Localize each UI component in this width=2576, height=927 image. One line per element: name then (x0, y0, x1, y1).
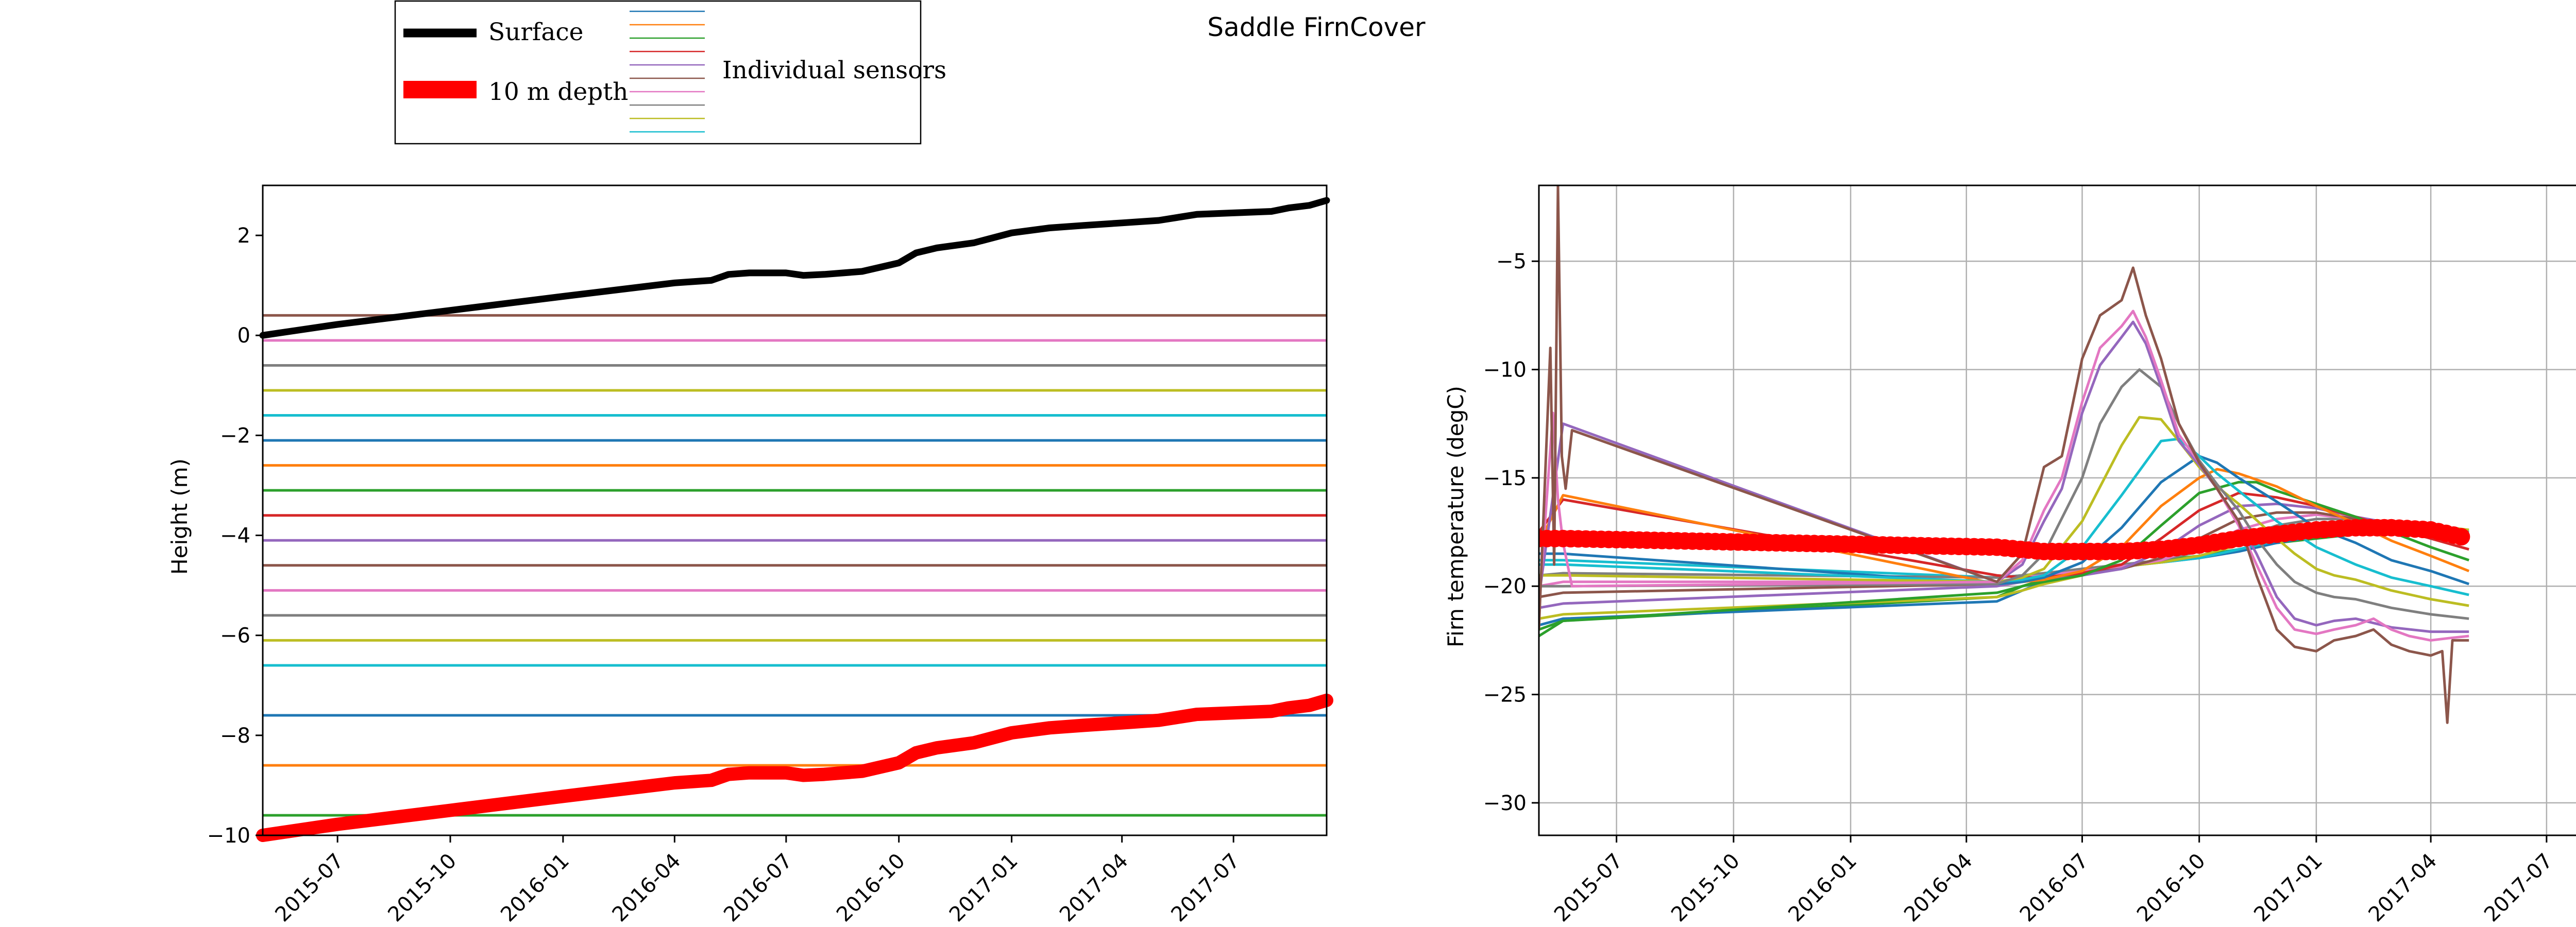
y-tick-label: −6 (220, 624, 250, 648)
y-tick-label: 2 (238, 224, 250, 248)
y-tick-label: −2 (220, 424, 250, 448)
y-tick-label: 0 (238, 324, 250, 348)
y-tick-label: −10 (1483, 358, 1527, 382)
height-plot-frame (262, 184, 1328, 836)
depth-10m-line (256, 693, 1333, 842)
depth-10m-markers (1539, 519, 2470, 560)
y-tick-label: −5 (1496, 250, 1527, 273)
legend-sensor-swatches (630, 10, 705, 133)
y-tick-label: −10 (207, 824, 250, 848)
y-tick-label: −30 (1483, 792, 1527, 815)
y-tick-label: −8 (220, 724, 250, 748)
y-tick-label: −20 (1483, 575, 1527, 598)
y-tick-label: −25 (1483, 683, 1527, 707)
sensor-temperature-line (1539, 416, 2469, 607)
temperature-plot-frame (1538, 184, 2576, 836)
legend-surface-label: Surface (488, 18, 584, 46)
y-tick-label: −4 (220, 524, 250, 548)
y-tick-label: −15 (1483, 467, 1527, 490)
height-y-axis-label: Height (m) (167, 458, 192, 575)
sensor-temperature-line (1539, 320, 2469, 633)
temperature-series (1539, 185, 2470, 724)
legend-depth-label: 10 m depth (488, 78, 628, 106)
depth-10m-marker (2452, 528, 2470, 546)
temperature-y-axis-label: Firn temperature (degC) (1443, 386, 1468, 647)
sensor-temperature-line (1539, 185, 2469, 724)
figure-title: Saddle FirnCover (1207, 12, 1426, 42)
legend-sensors-label: Individual sensors (722, 56, 946, 84)
legend: Surface 10 m depth Individual sensors (394, 0, 946, 145)
surface-line (259, 197, 1330, 339)
